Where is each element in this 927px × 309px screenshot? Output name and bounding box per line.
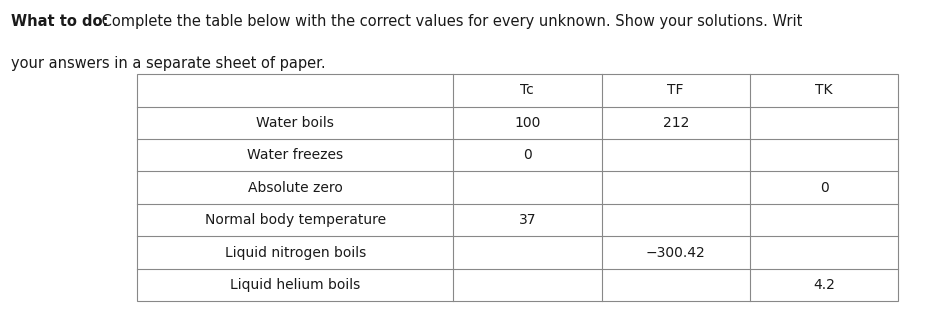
Text: 0: 0 xyxy=(819,181,828,195)
Text: Liquid nitrogen boils: Liquid nitrogen boils xyxy=(224,246,365,260)
Text: Water boils: Water boils xyxy=(256,116,334,130)
Text: What to do:: What to do: xyxy=(11,14,108,29)
Text: TF: TF xyxy=(667,83,683,97)
Text: TK: TK xyxy=(815,83,832,97)
Bar xyxy=(137,74,897,301)
Text: −300.42: −300.42 xyxy=(645,246,705,260)
Text: 4.2: 4.2 xyxy=(812,278,834,292)
Text: Normal body temperature: Normal body temperature xyxy=(205,213,386,227)
Text: your answers in a separate sheet of paper.: your answers in a separate sheet of pape… xyxy=(11,56,325,71)
Text: Complete the table below with the correct values for every unknown. Show your so: Complete the table below with the correc… xyxy=(96,14,801,29)
Text: 100: 100 xyxy=(514,116,540,130)
Text: Liquid helium boils: Liquid helium boils xyxy=(230,278,360,292)
Text: Water freezes: Water freezes xyxy=(247,148,343,162)
Text: 0: 0 xyxy=(523,148,531,162)
Text: Tc: Tc xyxy=(520,83,534,97)
Text: Absolute zero: Absolute zero xyxy=(248,181,342,195)
Text: 212: 212 xyxy=(662,116,688,130)
Text: 37: 37 xyxy=(518,213,536,227)
